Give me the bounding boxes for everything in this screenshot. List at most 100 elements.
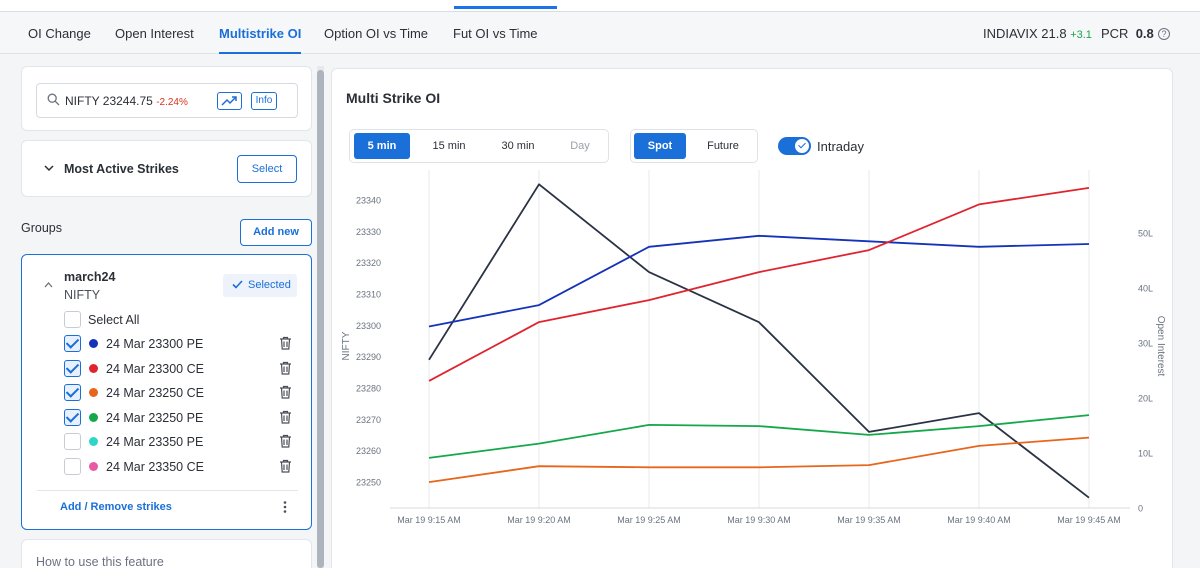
info-button[interactable]: Info xyxy=(251,92,277,110)
left-tick-label: 23250 xyxy=(356,478,381,488)
select-all-label: Select All xyxy=(88,313,140,327)
trash-icon[interactable] xyxy=(279,410,292,424)
right-tick-label: 30L xyxy=(1138,339,1153,349)
chevron-up-icon[interactable] xyxy=(44,282,53,288)
tab-oi-change[interactable]: OI Change xyxy=(28,26,91,41)
x-tick-label: Mar 19 9:25 AM xyxy=(617,515,681,525)
strike-label: 24 Mar 23350 CE xyxy=(106,460,204,474)
help-icon[interactable]: ? xyxy=(1158,28,1170,40)
right-tick-label: 20L xyxy=(1138,394,1153,404)
group-underlying: NIFTY xyxy=(64,288,101,302)
trend-chart-icon xyxy=(221,96,237,106)
series-color-dot xyxy=(89,388,98,397)
tab-fut-oi-vs-time[interactable]: Fut OI vs Time xyxy=(453,26,538,41)
right-tick-label: 0 xyxy=(1138,504,1143,514)
toggle-knob xyxy=(795,139,809,153)
y-axis-left-title: NIFTY xyxy=(341,331,352,360)
series-line-nifty xyxy=(428,183,1090,499)
intraday-label: Intraday xyxy=(817,139,864,154)
strike-checkbox[interactable] xyxy=(64,433,81,450)
trend-chart-button[interactable] xyxy=(217,92,242,110)
left-tick-label: 23310 xyxy=(356,290,381,300)
series-color-dot xyxy=(89,413,98,422)
selected-label: Selected xyxy=(248,279,291,291)
checkmark-icon xyxy=(232,280,243,289)
tab-multistrike-oi[interactable]: Multistrike OI xyxy=(219,12,302,54)
interval-5min[interactable]: 5 min xyxy=(354,133,410,159)
group-selected-badge[interactable]: Selected xyxy=(223,274,297,297)
pcr-value: 0.8 xyxy=(1135,26,1154,41)
series-color-dot xyxy=(89,437,98,446)
strike-label: 24 Mar 23250 PE xyxy=(106,411,204,425)
interval-30min[interactable]: 30 min xyxy=(501,140,535,152)
pcr-readout: PCR 0.8 xyxy=(1101,12,1154,54)
vix-change: +3.1 xyxy=(1070,29,1092,41)
x-tick-label: Mar 19 9:35 AM xyxy=(837,515,901,525)
trash-icon[interactable] xyxy=(279,434,292,448)
how-to-label: How to use this feature xyxy=(36,555,164,568)
trash-icon[interactable] xyxy=(279,385,292,399)
chevron-down-icon[interactable] xyxy=(44,165,54,172)
tab-open-interest[interactable]: Open Interest xyxy=(115,26,194,41)
symbol-quote: NIFTY 23244.75 -2.24% xyxy=(65,94,188,108)
left-tick-label: 23270 xyxy=(356,415,381,425)
active-tab-accent xyxy=(454,6,557,9)
vix-value: INDIAVIX 21.8 xyxy=(983,26,1067,41)
strike-checkbox[interactable] xyxy=(64,409,81,426)
groups-heading: Groups xyxy=(21,221,62,235)
indiavix-readout: INDIAVIX 21.8 +3.1 xyxy=(983,12,1092,54)
multistrike-oi-chart: 23250 23260 23270 23280 23290 23300 23310 23320… xyxy=(341,170,1166,525)
series-line-24-mar-23300-pe xyxy=(428,234,1090,328)
symbol-price: NIFTY 23244.75 xyxy=(65,94,153,108)
strike-checkbox[interactable] xyxy=(64,458,81,475)
scrollbar-thumb[interactable] xyxy=(317,70,324,568)
intraday-toggle[interactable] xyxy=(778,137,811,155)
trash-icon[interactable] xyxy=(279,459,292,473)
price-type-selector: Spot Future xyxy=(630,129,758,163)
strike-label: 24 Mar 23300 PE xyxy=(106,337,204,351)
how-to-card[interactable] xyxy=(21,539,312,568)
left-tick-label: 23340 xyxy=(356,196,381,206)
trash-icon[interactable] xyxy=(279,361,292,375)
left-tick-label: 23300 xyxy=(356,321,381,331)
left-tick-label: 23290 xyxy=(356,352,381,362)
add-remove-strikes-link[interactable]: Add / Remove strikes xyxy=(60,501,172,513)
tab-bar: OI Change Open Interest Multistrike OI O… xyxy=(0,12,1200,54)
search-icon xyxy=(47,93,60,106)
strike-checkbox[interactable] xyxy=(64,335,81,352)
price-spot[interactable]: Spot xyxy=(634,133,686,159)
left-tick-label: 23260 xyxy=(356,446,381,456)
y-axis-right-title: Open Interest xyxy=(1155,316,1166,377)
strike-checkbox[interactable] xyxy=(64,360,81,377)
strike-checkbox[interactable] xyxy=(64,384,81,401)
trash-icon[interactable] xyxy=(279,336,292,350)
symbol-search-input[interactable]: NIFTY 23244.75 -2.24% xyxy=(36,83,298,118)
interval-15min[interactable]: 15 min xyxy=(432,140,466,152)
more-vert-icon[interactable] xyxy=(282,500,288,514)
interval-day[interactable]: Day xyxy=(570,140,590,152)
left-tick-label: 23320 xyxy=(356,258,381,268)
select-strikes-button[interactable]: Select xyxy=(237,155,297,183)
strike-label: 24 Mar 23350 PE xyxy=(106,435,204,449)
left-tick-label: 23330 xyxy=(356,227,381,237)
pcr-label: PCR xyxy=(1101,26,1129,41)
x-tick-label: Mar 19 9:45 AM xyxy=(1057,515,1121,525)
add-new-group-button[interactable]: Add new xyxy=(240,219,312,246)
series-color-dot xyxy=(89,364,98,373)
x-tick-label: Mar 19 9:30 AM xyxy=(727,515,791,525)
chart-title: Multi Strike OI xyxy=(346,90,441,106)
most-active-strikes-title: Most Active Strikes xyxy=(64,162,179,176)
series-line-24-mar-23250-ce xyxy=(428,436,1090,483)
right-tick-label: 10L xyxy=(1138,449,1153,459)
right-tick-label: 40L xyxy=(1138,284,1153,294)
x-tick-label: Mar 19 9:15 AM xyxy=(397,515,461,525)
divider xyxy=(37,490,298,491)
right-tick-label: 50L xyxy=(1138,229,1153,239)
x-tick-label: Mar 19 9:40 AM xyxy=(947,515,1011,525)
symbol-change: -2.24% xyxy=(156,97,188,108)
tab-option-oi-vs-time[interactable]: Option OI vs Time xyxy=(324,26,429,41)
price-future[interactable]: Future xyxy=(707,140,739,152)
series-color-dot xyxy=(89,462,98,471)
select-all-checkbox[interactable] xyxy=(64,311,81,328)
x-tick-label: Mar 19 9:20 AM xyxy=(507,515,571,525)
